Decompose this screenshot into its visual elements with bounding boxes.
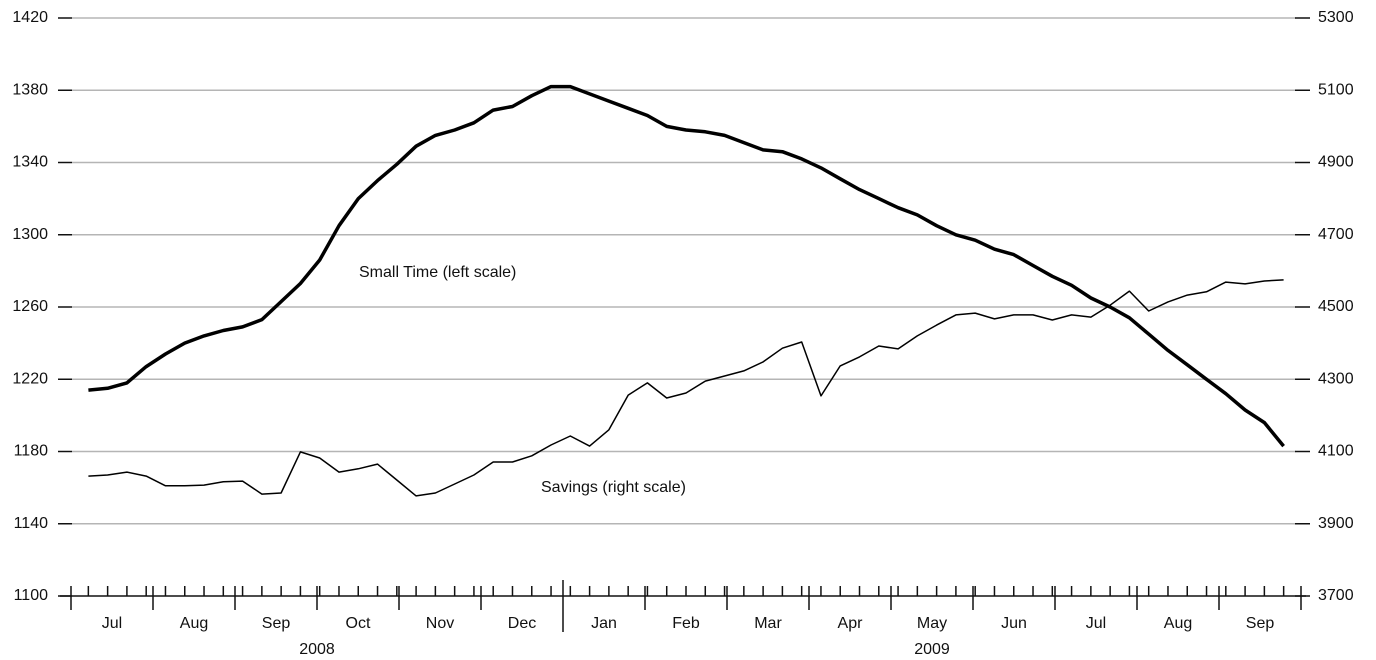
y-tick-label: 1220 (12, 370, 48, 387)
series-line (88, 279, 1284, 497)
y2-tick-label: 5100 (1318, 81, 1354, 98)
x-tick-label: Jun (1001, 615, 1027, 632)
y-tick-label: 1380 (12, 81, 48, 98)
y-tick-label: 1300 (12, 226, 48, 243)
y2-tick-label: 5300 (1318, 9, 1354, 26)
x-tick-label: Nov (426, 615, 454, 632)
y2-tick-label: 3700 (1318, 587, 1354, 604)
y2-tick-label: 3900 (1318, 515, 1354, 532)
x-tick-label: Jan (591, 615, 617, 632)
x-tick-label: May (917, 615, 947, 632)
y2-tick-label: 4500 (1318, 298, 1354, 315)
annotation: Savings (right scale) (541, 479, 686, 496)
x-tick-label: Oct (346, 615, 371, 632)
x-tick-label: Jul (102, 615, 122, 632)
series-line (88, 84, 1285, 448)
year-label: 2009 (914, 641, 950, 658)
y2-tick-label: 4100 (1318, 443, 1354, 460)
y2-tick-label: 4900 (1318, 154, 1354, 171)
y2-tick-label: 4700 (1318, 226, 1354, 243)
x-tick-label: Apr (838, 615, 864, 632)
y-tick-label: 1140 (14, 515, 49, 532)
year-label: 2008 (299, 641, 335, 658)
x-tick-label: Sep (1246, 615, 1275, 632)
y-tick-label: 1340 (12, 154, 48, 171)
y-tick-label: 1180 (14, 443, 49, 460)
annotation: Small Time (left scale) (359, 264, 516, 281)
x-tick-label: Mar (754, 615, 782, 632)
x-tick-label: Jul (1086, 615, 1106, 632)
x-tick-label: Feb (672, 615, 700, 632)
y-tick-label: 1100 (14, 587, 49, 604)
x-tick-label: Sep (262, 615, 291, 632)
y2-tick-label: 4300 (1318, 370, 1354, 387)
x-tick-label: Aug (1164, 615, 1192, 632)
x-tick-label: Dec (508, 615, 536, 632)
y-tick-label: 1260 (12, 298, 48, 315)
x-tick-label: Aug (180, 615, 208, 632)
y-tick-label: 1420 (12, 9, 48, 26)
